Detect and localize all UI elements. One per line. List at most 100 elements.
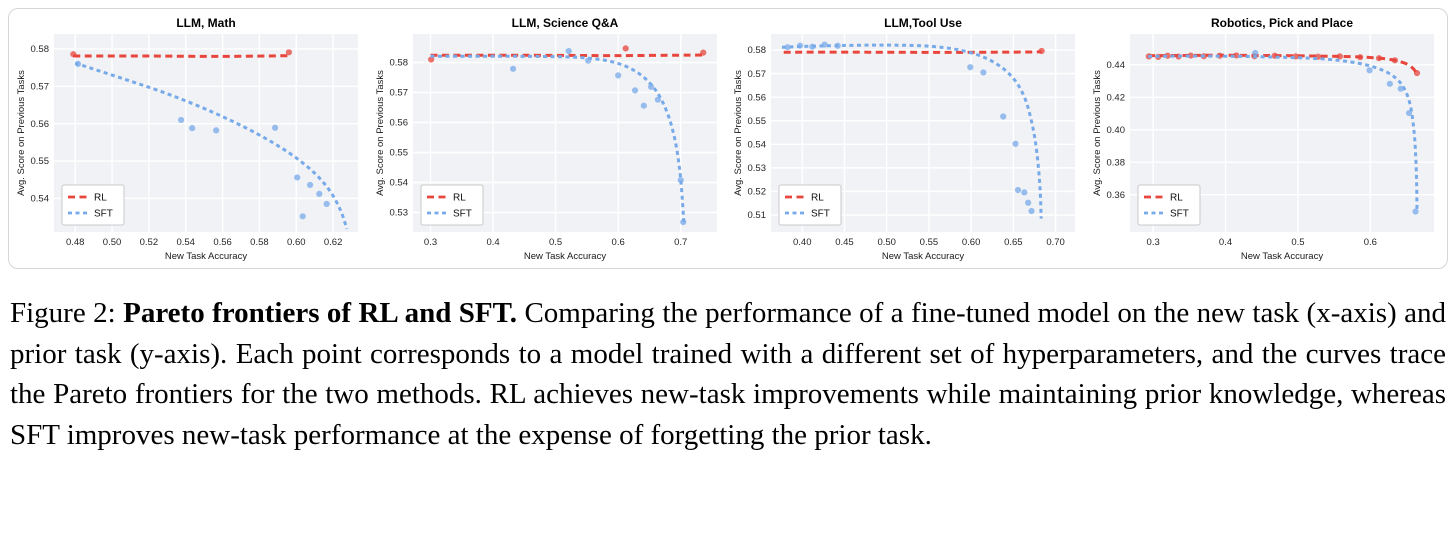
y-tick-label: 0.51	[748, 210, 767, 221]
legend-label-rl: RL	[453, 193, 466, 204]
y-tick-label: 0.57	[389, 88, 408, 99]
rl-frontier-line	[783, 50, 1042, 54]
sft-data-point	[1397, 85, 1404, 92]
y-tick-label: 0.53	[748, 163, 767, 174]
y-tick-label: 0.55	[389, 148, 408, 159]
sft-data-point	[1000, 113, 1007, 120]
figure-panel: 0.48 0.50 0.52 0.54 0.56 0.58 0.60 0.62 0.54 0.55…	[8, 8, 1448, 269]
rl-data-point	[1413, 70, 1420, 77]
sft-data-point	[323, 200, 331, 208]
legend-label-sft: SFT	[94, 209, 113, 220]
sft-data-point	[584, 57, 591, 64]
sft-data-point	[677, 177, 684, 184]
sft-data-point	[1412, 208, 1419, 215]
legend-label-rl: RL	[811, 193, 824, 204]
x-tick-label: 0.56	[214, 237, 233, 248]
sft-data-point	[1021, 189, 1028, 196]
chart-svg-robotics-pick-place: 0.3 0.4 0.5 0.6 0.36 0.38 0.40 0.42 0.44 Robotics…	[1092, 16, 1434, 262]
x-tick-label: 0.7	[674, 237, 687, 248]
figure-label: Figure 2:	[10, 297, 116, 329]
sft-data-point	[1012, 140, 1019, 147]
sft-data-point	[307, 181, 314, 189]
figure-caption: Figure 2: Pareto frontiers of RL and SFT…	[10, 293, 1446, 455]
sft-data-point	[654, 96, 661, 103]
x-tick-label: 0.60	[287, 237, 306, 248]
y-axis-label: Avg. Score on Previous Tasks	[1092, 70, 1103, 196]
rl-data-point	[1356, 54, 1364, 61]
x-tick-label: 0.52	[140, 237, 159, 248]
y-tick-label: 0.40	[1106, 125, 1125, 136]
x-tick-label: 0.5	[1291, 237, 1304, 248]
x-tick-label: 0.58	[250, 237, 269, 248]
x-tick-label: 0.48	[66, 237, 85, 248]
legend-label-rl: RL	[1170, 193, 1183, 204]
rl-data-point	[1375, 55, 1382, 62]
sft-data-point	[647, 83, 654, 90]
x-tick-label: 0.70	[1047, 237, 1066, 248]
subplot-llm-science-qa: 0.3 0.4 0.5 0.6 0.7 0.53 0.54 0.55 0.56 0.57 0.58 L…	[370, 14, 729, 264]
subplot-title: Robotics, Pick and Place	[1211, 16, 1353, 30]
sft-frontier-line	[430, 54, 686, 224]
rl-frontier-line	[73, 54, 290, 58]
y-tick-label: 0.57	[31, 82, 50, 93]
subplot-title: LLM,Tool Use	[884, 16, 962, 30]
x-tick-label: 0.3	[1146, 237, 1159, 248]
y-tick-label: 0.38	[1106, 157, 1125, 168]
x-tick-label: 0.6	[611, 237, 624, 248]
caption-body: Comparing the performance of a fine-tune…	[10, 297, 1447, 451]
sft-data-point	[1015, 186, 1022, 194]
x-tick-label: 0.40	[793, 237, 812, 248]
y-tick-label: 0.56	[389, 118, 408, 129]
x-axis-label: New Task Accuracy	[524, 251, 606, 262]
rl-data-point	[1391, 57, 1398, 64]
y-tick-label: 0.54	[31, 194, 50, 205]
x-tick-label: 0.60	[962, 237, 981, 248]
sft-data-point	[679, 219, 687, 226]
x-axis-label: New Task Accuracy	[165, 251, 247, 262]
y-tick-label: 0.57	[748, 69, 767, 80]
y-axis-label: Avg. Score on Previous Tasks	[733, 70, 744, 196]
sft-frontier-line	[1147, 54, 1419, 212]
sft-data-point	[272, 124, 279, 131]
x-tick-label: 0.5	[549, 237, 562, 248]
sft-data-point	[565, 48, 572, 55]
y-tick-label: 0.54	[748, 140, 767, 151]
rl-data-point	[427, 56, 434, 63]
sft-data-point	[809, 43, 816, 50]
y-tick-label: 0.55	[31, 156, 50, 167]
sft-data-point	[1366, 67, 1373, 74]
y-tick-label: 0.58	[389, 58, 408, 69]
y-axis-label: Avg. Score on Previous Tasks	[375, 70, 386, 196]
rl-data-point	[1336, 53, 1343, 60]
y-tick-label: 0.44	[1106, 60, 1125, 71]
sft-data-point	[614, 72, 622, 79]
x-tick-label: 0.54	[177, 237, 196, 248]
sft-data-point	[294, 174, 301, 181]
x-tick-label: 0.6	[1363, 237, 1376, 248]
rl-data-point	[622, 45, 629, 52]
caption-title: Pareto frontiers of RL and SFT.	[123, 297, 518, 329]
chart-svg-llm-tool-use: 0.40 0.45 0.50 0.55 0.60 0.65 0.70 0.51 0.52 0.53…	[733, 16, 1076, 262]
sft-data-point	[821, 41, 828, 48]
y-tick-label: 0.54	[389, 178, 408, 189]
y-tick-label: 0.55	[748, 116, 767, 127]
subplot-robotics-pick-place: 0.3 0.4 0.5 0.6 0.36 0.38 0.40 0.42 0.44 Robotics…	[1087, 14, 1446, 264]
sft-data-point	[213, 127, 220, 134]
y-tick-label: 0.36	[1106, 190, 1125, 201]
sft-data-point	[631, 87, 638, 94]
sft-data-point	[1028, 207, 1035, 215]
y-axis-label: Avg. Score on Previous Tasks	[16, 70, 27, 196]
x-tick-label: 0.55	[920, 237, 939, 248]
sft-data-point	[299, 213, 307, 220]
subplot-title: LLM, Science Q&A	[511, 16, 618, 30]
x-tick-label: 0.62	[324, 237, 343, 248]
y-tick-label: 0.42	[1106, 92, 1125, 103]
legend-label-sft: SFT	[1170, 209, 1189, 220]
y-tick-label: 0.56	[31, 119, 50, 130]
sft-data-point	[1251, 49, 1259, 57]
legend-box	[778, 184, 842, 226]
chart-svg-llm-science-qa: 0.3 0.4 0.5 0.6 0.7 0.53 0.54 0.55 0.56 0.57 0.58 L…	[375, 16, 717, 262]
y-tick-label: 0.53	[389, 208, 408, 219]
legend-box	[61, 184, 125, 226]
y-tick-label: 0.58	[31, 44, 50, 55]
